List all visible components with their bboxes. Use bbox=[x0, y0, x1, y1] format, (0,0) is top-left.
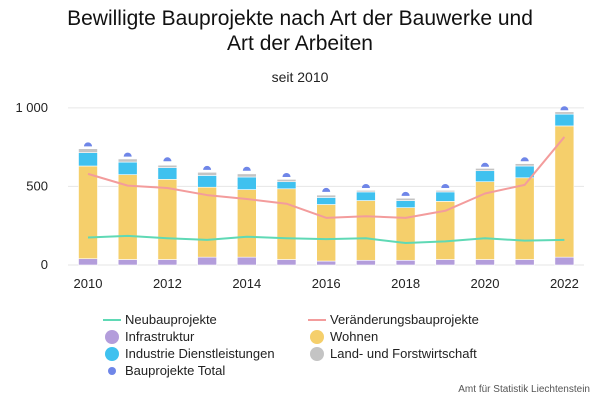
bar-infrastruktur-2014 bbox=[237, 256, 257, 266]
bar-land-und-forstwirtschaft-2015 bbox=[276, 179, 297, 183]
bar-land-und-forstwirtschaft-2014 bbox=[237, 173, 257, 178]
marker-total-2016 bbox=[322, 187, 331, 192]
bar-land-und-forstwirtschaft-2013 bbox=[197, 171, 217, 176]
bar-infrastruktur-2019 bbox=[435, 259, 456, 266]
legend-label: Veränderungsbauprojekte bbox=[330, 312, 479, 327]
bar-land-und-forstwirtschaft-2012 bbox=[157, 164, 178, 168]
y-tick-label: 0 bbox=[41, 257, 48, 272]
bar-industrie-dienstleistungen-2016 bbox=[316, 197, 337, 205]
bar-infrastruktur-2013 bbox=[197, 256, 217, 266]
chart-subtitle: seit 2010 bbox=[271, 69, 329, 85]
bar-infrastruktur-2022 bbox=[554, 256, 575, 266]
marker-total-2021 bbox=[520, 157, 529, 162]
bar-infrastruktur-2010 bbox=[78, 258, 98, 266]
bar-infrastruktur-2016 bbox=[316, 260, 337, 266]
bar-industrie-dienstleistungen-2017 bbox=[356, 191, 376, 201]
bar-land-und-forstwirtschaft-2021 bbox=[514, 163, 535, 167]
legend-symbol bbox=[308, 345, 326, 363]
bar-industrie-dienstleistungen-2013 bbox=[197, 175, 217, 188]
bar-wohnen-2012 bbox=[157, 179, 178, 260]
legend-symbol bbox=[103, 345, 121, 363]
bar-industrie-dienstleistungen-2019 bbox=[435, 191, 456, 202]
x-tick-label: 2010 bbox=[74, 276, 103, 291]
chart-title-line-2: Art der Arbeiten bbox=[227, 32, 373, 55]
bar-industrie-dienstleistungen-2020 bbox=[475, 170, 495, 183]
y-tick-label: 1 000 bbox=[15, 100, 48, 115]
bar-land-und-forstwirtschaft-2019 bbox=[435, 190, 456, 193]
bar-land-und-forstwirtschaft-2020 bbox=[475, 168, 495, 172]
bar-industrie-dienstleistungen-2022 bbox=[554, 113, 575, 127]
legend-label: Bauprojekte Total bbox=[125, 363, 226, 378]
marker-total-2017 bbox=[361, 184, 370, 188]
bar-wohnen-2016 bbox=[316, 204, 337, 262]
y-tick-label: 500 bbox=[26, 178, 48, 193]
marker-total-2011 bbox=[123, 152, 132, 157]
bar-wohnen-2018 bbox=[395, 207, 416, 261]
bar-land-und-forstwirtschaft-2016 bbox=[316, 194, 337, 198]
x-tick-label: 2014 bbox=[232, 276, 261, 291]
bar-infrastruktur-2015 bbox=[276, 259, 297, 266]
x-tick-label: 2016 bbox=[312, 276, 341, 291]
bar-industrie-dienstleistungen-2012 bbox=[157, 167, 178, 180]
bar-wohnen-2021 bbox=[514, 177, 535, 260]
bar-infrastruktur-2017 bbox=[356, 259, 376, 266]
x-tick-label: 2022 bbox=[550, 276, 579, 291]
marker-total-2022 bbox=[560, 106, 569, 111]
bar-wohnen-2015 bbox=[276, 188, 297, 260]
bar-wohnen-2011 bbox=[117, 174, 138, 260]
bar-land-und-forstwirtschaft-2010 bbox=[78, 148, 98, 153]
bar-land-und-forstwirtschaft-2022 bbox=[554, 111, 575, 115]
legend-symbol bbox=[308, 311, 326, 329]
bar-industrie-dienstleistungen-2011 bbox=[117, 161, 138, 175]
bar-infrastruktur-2020 bbox=[475, 259, 495, 266]
legend-symbol bbox=[103, 311, 121, 329]
marker-total-2013 bbox=[203, 165, 212, 170]
legend-label: Neubauprojekte bbox=[125, 312, 217, 327]
bar-wohnen-2017 bbox=[356, 200, 376, 261]
marker-total-2014 bbox=[242, 166, 251, 171]
legend-label: Land- und Forstwirtschaft bbox=[330, 346, 477, 361]
marker-total-2010 bbox=[84, 142, 92, 147]
legend-symbol bbox=[308, 328, 326, 346]
line-ver-nderungsbauprojekte bbox=[87, 136, 566, 219]
bar-land-und-forstwirtschaft-2017 bbox=[356, 190, 376, 193]
chart-title: Bewilligte Bauprojekte nach Art der Bauw… bbox=[0, 6, 600, 56]
bar-infrastruktur-2018 bbox=[395, 259, 416, 266]
x-tick-label: 2012 bbox=[153, 276, 182, 291]
x-tick-label: 2020 bbox=[471, 276, 500, 291]
legend-label: Infrastruktur bbox=[125, 329, 195, 344]
marker-total-2015 bbox=[282, 173, 291, 177]
bar-wohnen-2010 bbox=[78, 165, 98, 260]
chart-plot: 0 500 1 000 2010 2012 2014 2016 2018 2020 2022 bbox=[15, 100, 584, 291]
marker-total-2012 bbox=[163, 157, 172, 162]
marker-total-2020 bbox=[481, 162, 489, 167]
source-note: Amt für Statistik Liechtenstein bbox=[458, 384, 590, 395]
bar-land-und-forstwirtschaft-2018 bbox=[395, 197, 416, 201]
bar-infrastruktur-2012 bbox=[157, 259, 178, 266]
legend-label: Industrie Dienstleistungen bbox=[125, 346, 275, 361]
x-tick-label: 2018 bbox=[391, 276, 420, 291]
marker-total-2019 bbox=[441, 184, 450, 188]
bar-land-und-forstwirtschaft-2011 bbox=[117, 158, 138, 163]
chart-title-line-1: Bewilligte Bauprojekte nach Art der Bauw… bbox=[67, 7, 533, 30]
legend-symbol bbox=[103, 362, 121, 380]
bar-wohnen-2013 bbox=[197, 186, 217, 258]
legend-label: Wohnen bbox=[330, 329, 379, 344]
legend-symbol bbox=[103, 328, 121, 346]
bar-industrie-dienstleistungen-2010 bbox=[78, 152, 98, 167]
bar-infrastruktur-2011 bbox=[117, 259, 138, 266]
bar-industrie-dienstleistungen-2014 bbox=[237, 176, 257, 190]
marker-total-2018 bbox=[401, 191, 410, 196]
bar-infrastruktur-2021 bbox=[514, 259, 535, 266]
line-neubauprojekte bbox=[87, 234, 565, 244]
bar-industrie-dienstleistungen-2018 bbox=[395, 200, 416, 208]
bar-industrie-dienstleistungen-2015 bbox=[276, 181, 297, 190]
